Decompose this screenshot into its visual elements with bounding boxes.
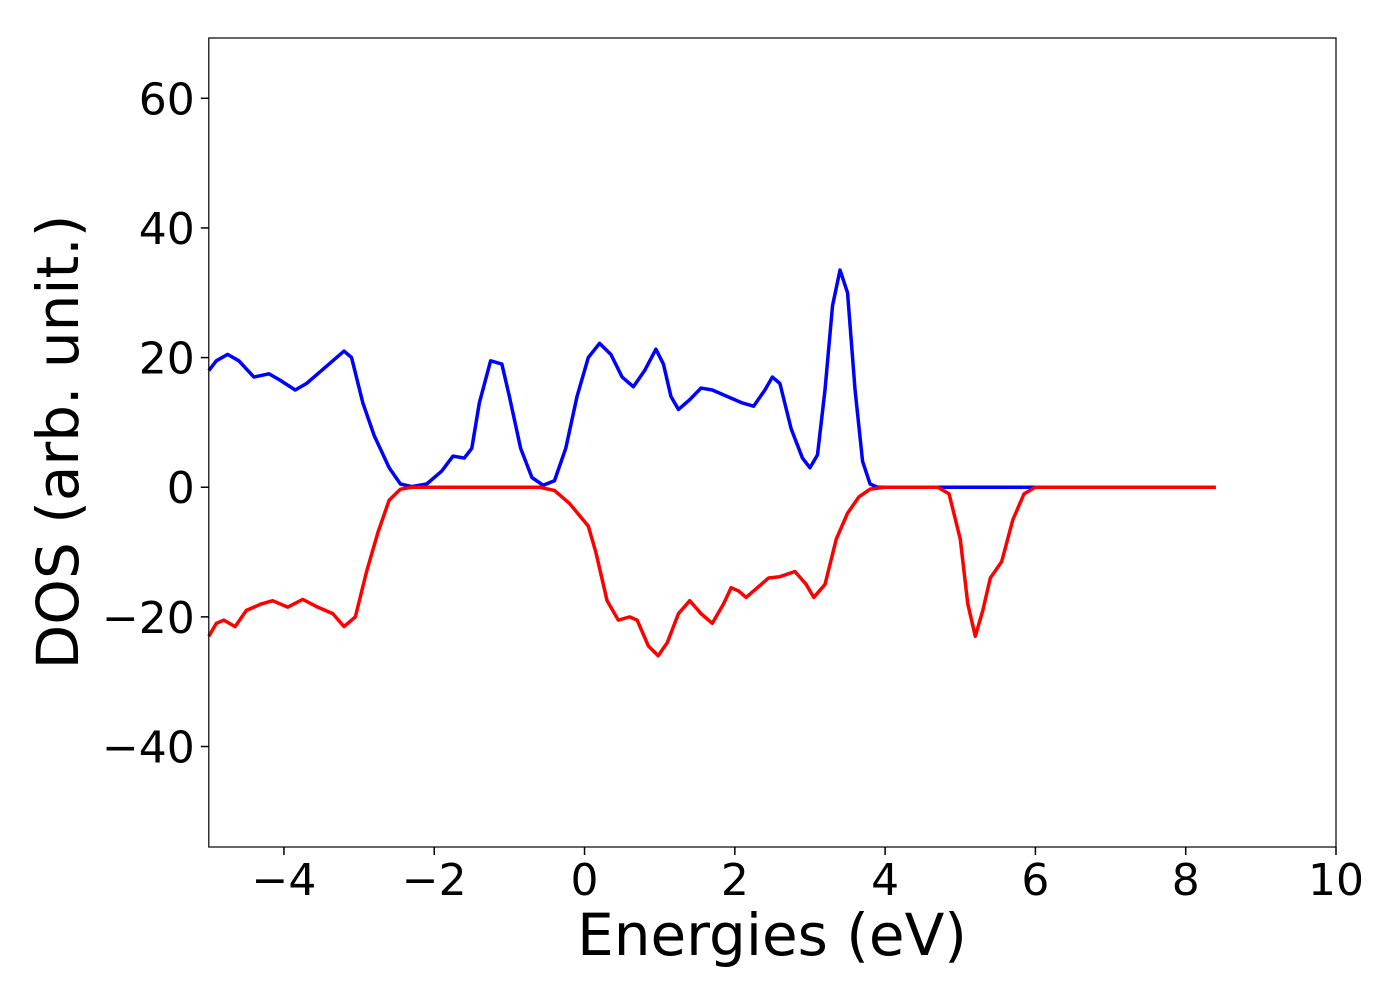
y-axis-label: DOS (arb. unit.): [24, 215, 92, 670]
plot-frame: [208, 37, 1337, 848]
x-tick-label: 2: [721, 855, 749, 906]
y-tick-label: 60: [139, 74, 195, 125]
x-axis-label: Energies (eV): [577, 901, 967, 969]
x-tick-label: 6: [1021, 855, 1049, 906]
y-tick-label: −20: [102, 593, 195, 644]
x-tick-label: 10: [1308, 855, 1364, 906]
y-tick-label: −40: [102, 723, 195, 774]
x-tick-label: 0: [571, 855, 599, 906]
x-tick-label: −2: [402, 855, 467, 906]
y-tick-label: 20: [139, 334, 195, 385]
x-tick-label: −4: [252, 855, 317, 906]
y-tick-label: 40: [139, 204, 195, 255]
dos-line: [207, 485, 1216, 658]
x-tick-label: 4: [871, 855, 899, 906]
y-tick-label: 0: [167, 463, 195, 514]
x-tick-label: 8: [1172, 855, 1200, 906]
dos-line: [207, 268, 1216, 489]
